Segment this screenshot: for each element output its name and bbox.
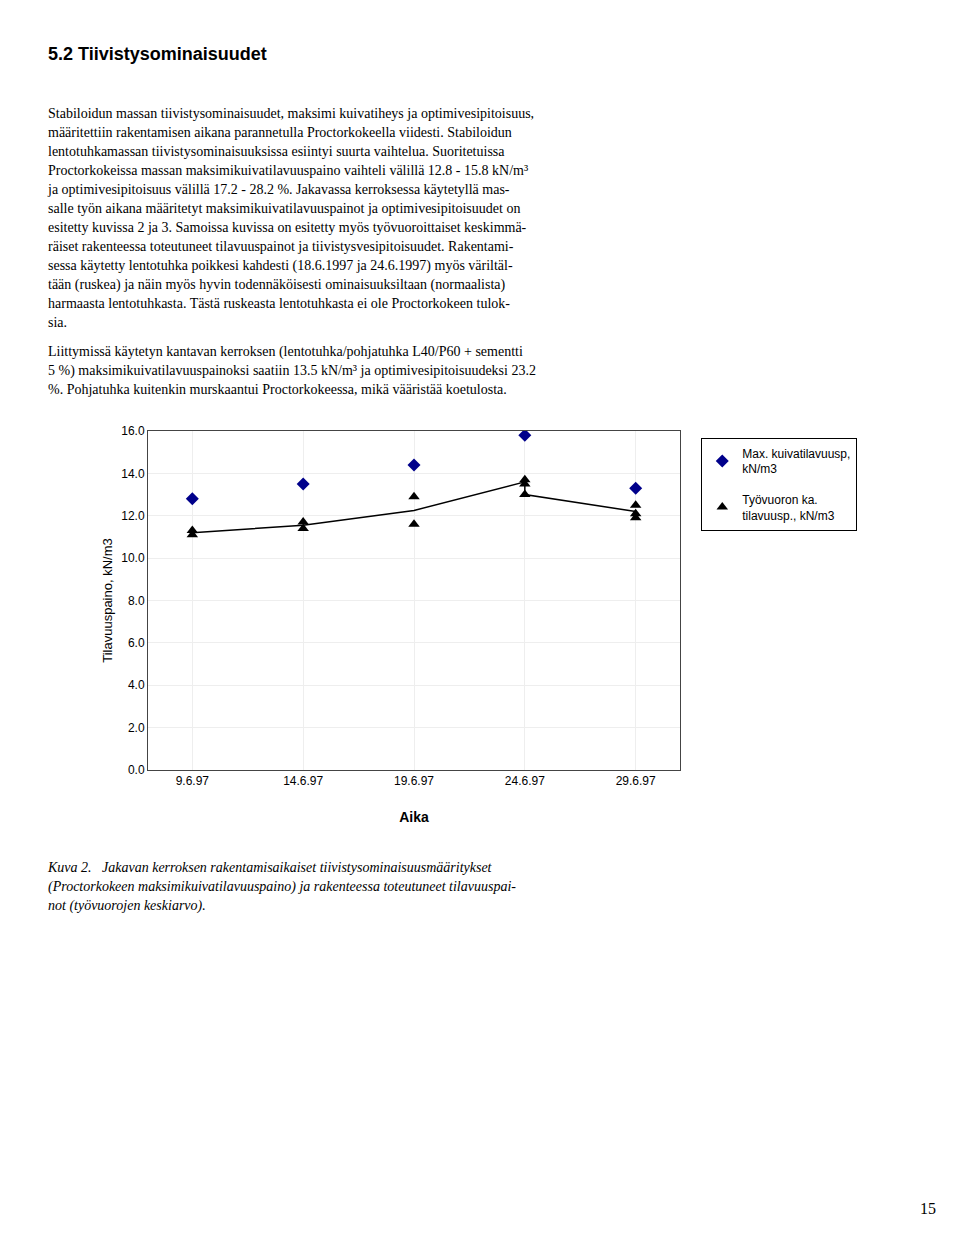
svg-text:12.0: 12.0 xyxy=(121,509,145,523)
html-text:esitetty kuvissa 2 ja 3. Samoi: esitetty kuvissa 2 ja 3. Samoissa kuviss… xyxy=(48,220,527,235)
html-text:räiset rakenteessa toteutuneet: räiset rakenteessa toteutuneet tilavuusp… xyxy=(48,239,514,254)
svg-text:Työvuoron ka.tilavuusp., kN/m3: Työvuoron ka.tilavuusp., kN/m3 xyxy=(742,493,834,523)
svg-text:8.0: 8.0 xyxy=(128,594,145,608)
svg-text:Aika: Aika xyxy=(399,809,429,825)
svg-text:9.6.97: 9.6.97 xyxy=(176,774,210,788)
html-text:5.2 Tiivistysominaisuudet: 5.2 Tiivistysominaisuudet xyxy=(48,44,267,64)
html-text:Stabiloidun massan tiivistysom: Stabiloidun massan tiivistysominaisuudet… xyxy=(48,106,535,121)
svg-text:14.0: 14.0 xyxy=(121,467,145,481)
svg-text:4.0: 4.0 xyxy=(128,678,145,692)
svg-text:0.0: 0.0 xyxy=(128,763,145,777)
svg-text:Tilavuuspaino, kN/m3: Tilavuuspaino, kN/m3 xyxy=(100,538,115,663)
svg-text:29.6.97: 29.6.97 xyxy=(616,774,656,788)
svg-text:24.6.97: 24.6.97 xyxy=(505,774,545,788)
html-text:lentotuhkamassan tiivistysomin: lentotuhkamassan tiivistysominaisuuksiss… xyxy=(48,144,505,159)
html-text:15: 15 xyxy=(920,1200,936,1217)
html-text:Proctorkokeissa massan maksimi: Proctorkokeissa massan maksimikuivatilav… xyxy=(48,163,529,178)
html-text:Liittymissä käytetyn kantavan: Liittymissä käytetyn kantavan kerroksen … xyxy=(48,344,523,359)
svg-text:16.0: 16.0 xyxy=(121,424,145,438)
html-text:Kuva 2. Jakavan kerroksen rake: Kuva 2. Jakavan kerroksen rakentamisaika… xyxy=(48,860,492,875)
svg-text:14.6.97: 14.6.97 xyxy=(283,774,323,788)
html-text:sessa käytetty lentotuhka poik: sessa käytetty lentotuhka poikkesi kahde… xyxy=(48,258,513,273)
html-text:ja optimivesipitoisuus välillä: ja optimivesipitoisuus välillä 17.2 - 28… xyxy=(48,182,510,197)
svg-text:10.0: 10.0 xyxy=(121,551,145,565)
html-text:5 %) maksimikuivatilavuuspaino: 5 %) maksimikuivatilavuuspainoksi saatii… xyxy=(48,363,536,378)
html-text:tään (ruskea) ja näin myös hyv: tään (ruskea) ja näin myös hyvin todennä… xyxy=(48,277,506,292)
svg-text:6.0: 6.0 xyxy=(128,636,145,650)
html-text:harmaasta lentotuhkasta. Tästä: harmaasta lentotuhkasta. Tästä ruskeasta… xyxy=(48,296,510,311)
svg-text:2.0: 2.0 xyxy=(128,721,145,735)
svg-text:19.6.97: 19.6.97 xyxy=(394,774,434,788)
html-text:määritettiin rakentamisen aika: määritettiin rakentamisen aikana paranne… xyxy=(48,125,512,140)
html-text:not (työvuorojen keskiarvo).: not (työvuorojen keskiarvo). xyxy=(48,898,206,913)
html-text:(Proctorkokeen maksimikuivatil: (Proctorkokeen maksimikuivatilavuuspaino… xyxy=(48,879,516,894)
html-text:salle työn aikana määritetyt m: salle työn aikana määritetyt maksimikuiv… xyxy=(48,201,521,216)
svg-text:Max. kuivatilavuusp,kN/m3: Max. kuivatilavuusp,kN/m3 xyxy=(742,447,850,477)
html-text:sia.: sia. xyxy=(48,315,68,330)
html-text:%. Pohjatuhka kuitenkin murska: %. Pohjatuhka kuitenkin murskaantui Proc… xyxy=(48,382,507,397)
